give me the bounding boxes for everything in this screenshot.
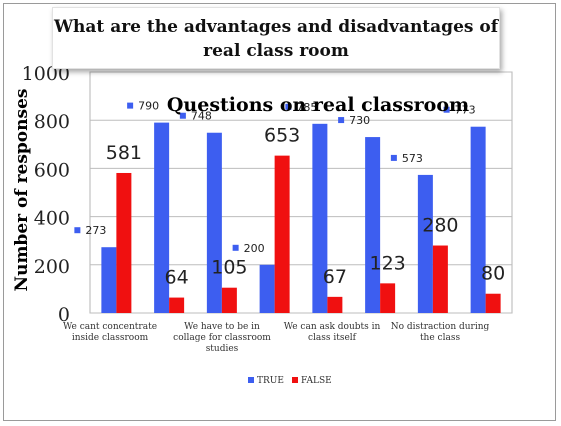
x-tick-label-line: We have to be in: [184, 322, 260, 332]
x-tick-label: We can ask doubts in class itself: [284, 322, 381, 343]
data-label-false: 80: [481, 263, 505, 285]
title-box: What are the advantages and disadvantage…: [52, 7, 500, 69]
data-label-true: 273: [85, 224, 106, 237]
bar-false: [221, 287, 237, 313]
data-label-true: 785: [296, 101, 317, 114]
data-label-false: 105: [211, 257, 247, 279]
data-label-true: 773: [455, 104, 476, 117]
data-label-false: 581: [106, 142, 142, 164]
label-marker: [443, 106, 450, 113]
x-tick-label-line: the class: [420, 333, 461, 343]
bar-true: [206, 132, 222, 313]
bar-true: [259, 264, 275, 313]
data-label-false: 64: [165, 267, 189, 289]
y-tick-label: 800: [34, 111, 70, 133]
y-axis-label: Number of responses: [12, 89, 32, 292]
label-layer: 273 581 790 64 748 105 200 653 785 67 730 123 573 280…: [63, 100, 505, 354]
x-tick-label-line: No distraction during: [391, 322, 490, 332]
label-marker: [127, 102, 134, 109]
data-label-false: 67: [323, 266, 347, 288]
data-label-true: 573: [402, 152, 423, 165]
bar-true: [154, 122, 170, 313]
data-label-true: 748: [191, 110, 212, 123]
bar-true: [101, 247, 117, 313]
legend: TRUE FALSE: [248, 376, 332, 386]
label-marker: [179, 112, 186, 119]
data-label-true: 790: [138, 100, 159, 113]
x-tick-label-line: inside classroom: [72, 333, 149, 343]
legend-label: TRUE: [257, 376, 284, 386]
x-tick-label: No distraction during the class: [391, 322, 490, 343]
bar-false: [432, 245, 448, 313]
y-tick-label: 400: [34, 208, 70, 230]
label-marker: [390, 154, 397, 161]
data-label-false: 123: [369, 252, 405, 274]
bar-true: [312, 123, 328, 313]
label-marker: [338, 117, 345, 124]
bar-false: [274, 155, 290, 313]
y-tick-label: 0: [58, 304, 70, 326]
bar-true: [470, 126, 486, 313]
label-marker: [285, 103, 292, 110]
bar-false: [116, 172, 132, 313]
chart-title: What are the advantages and disadvantage…: [53, 17, 499, 61]
bar-false: [380, 283, 396, 313]
x-tick-label-line: collage for classroom: [173, 333, 271, 343]
legend-swatch: [248, 377, 254, 383]
x-tick-label-line: studies: [206, 344, 239, 354]
bar-true: [365, 137, 381, 313]
data-label-true: 200: [244, 242, 265, 255]
legend-label: FALSE: [301, 376, 332, 386]
bar-false: [327, 296, 343, 313]
chart-subtitle: Questions on real classroom: [167, 94, 469, 116]
x-tick-label: We cant concentrate inside classroom: [63, 322, 157, 343]
x-tick-label: We have to be in collage for classroom stu…: [173, 322, 271, 354]
label-marker: [232, 244, 239, 251]
y-tick-label: 200: [34, 256, 70, 278]
x-tick-label-line: class itself: [308, 333, 357, 343]
bar-true: [417, 174, 433, 313]
label-marker: [74, 227, 81, 234]
x-tick-label-line: We cant concentrate: [63, 322, 157, 332]
data-label-false: 653: [264, 125, 300, 147]
data-label-true: 730: [349, 114, 370, 127]
bar-false: [169, 297, 185, 313]
data-label-false: 280: [422, 215, 458, 237]
bar-false: [485, 293, 501, 313]
bar-layer: [101, 122, 501, 313]
legend-swatch: [292, 377, 298, 383]
x-tick-label-line: We can ask doubts in: [284, 322, 381, 332]
y-tick-label: 600: [34, 159, 70, 181]
